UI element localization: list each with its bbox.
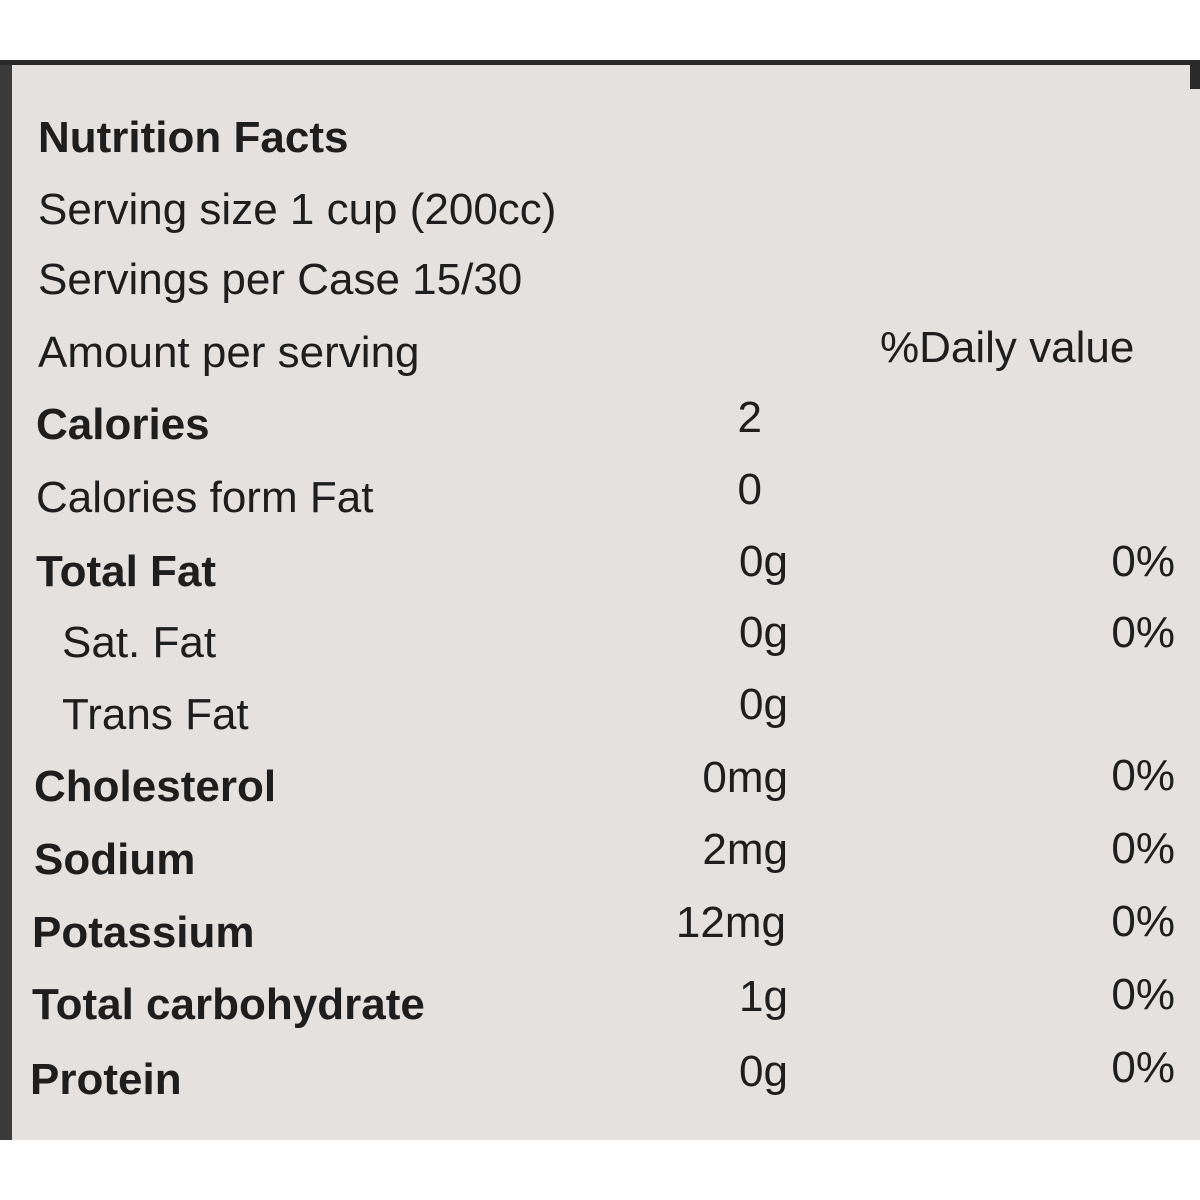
daily-value-header: %Daily value: [880, 323, 1135, 372]
row-total-fat-dv: 0%: [1111, 537, 1175, 586]
serving-size: Serving size 1 cup (200cc): [38, 185, 557, 234]
row-calories-fat-name: Calories form Fat: [36, 473, 374, 522]
row-cholesterol-name: Cholesterol: [34, 762, 277, 811]
row-potassium-dv: 0%: [1111, 897, 1175, 946]
row-calories-amount: 2: [737, 393, 762, 442]
row-potassium-name: Potassium: [32, 908, 255, 957]
amount-per-serving-header: Amount per serving: [38, 328, 420, 377]
row-trans-fat-name: Trans Fat: [62, 690, 249, 739]
row-sodium-dv: 0%: [1111, 824, 1175, 873]
row-sodium-amount: 2mg: [702, 825, 788, 874]
row-protein-name: Protein: [30, 1055, 182, 1104]
row-protein-amount: 0g: [739, 1047, 788, 1096]
row-carbohydrate-name: Total carbohydrate: [32, 980, 425, 1029]
row-cholesterol-dv: 0%: [1111, 751, 1175, 800]
row-sat-fat-dv: 0%: [1111, 608, 1175, 657]
row-cholesterol-amount: 0mg: [702, 753, 788, 802]
servings-per-case: Servings per Case 15/30: [38, 255, 523, 304]
row-sat-fat-amount: 0g: [739, 608, 788, 657]
row-sodium-name: Sodium: [34, 835, 196, 884]
row-sat-fat-name: Sat. Fat: [62, 618, 217, 667]
row-potassium-amount: 12mg: [675, 898, 786, 947]
row-carbohydrate-amount: 1g: [739, 972, 788, 1021]
row-calories-fat-amount: 0: [737, 465, 762, 514]
row-calories-name: Calories: [36, 400, 210, 449]
row-total-fat-amount: 0g: [739, 537, 788, 586]
row-carbohydrate-dv: 0%: [1111, 970, 1175, 1019]
row-trans-fat-amount: 0g: [739, 680, 788, 729]
nutrition-facts-title: Nutrition Facts: [38, 113, 349, 162]
row-protein-dv: 0%: [1111, 1043, 1175, 1092]
row-total-fat-name: Total Fat: [36, 547, 217, 596]
nutrition-facts-panel: Nutrition Facts Serving size 1 cup (200c…: [0, 60, 1200, 1140]
